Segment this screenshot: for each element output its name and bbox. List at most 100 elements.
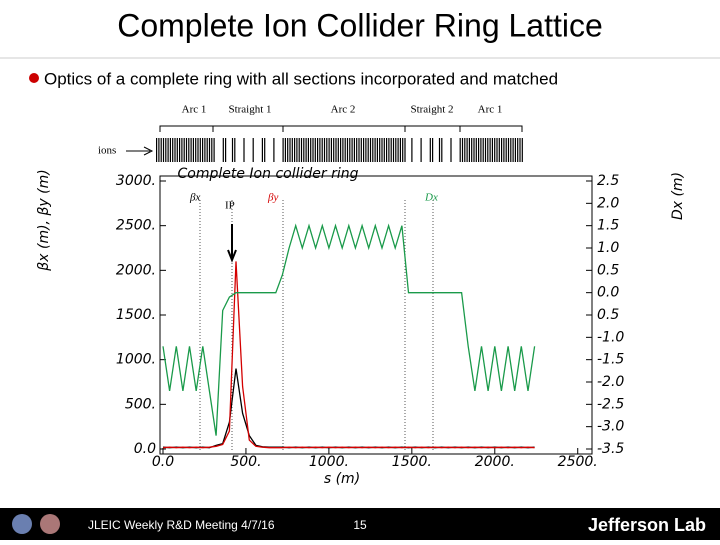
magnet [211, 138, 213, 162]
magnet [284, 138, 286, 162]
magnet [335, 138, 337, 162]
magnet [213, 138, 215, 162]
magnet [349, 138, 351, 162]
slide-title: Complete Ion Collider Ring Lattice [117, 7, 603, 43]
magnet [466, 138, 468, 162]
magnet [420, 138, 422, 162]
magnet [475, 138, 477, 162]
magnet [333, 138, 335, 162]
magnet [496, 138, 498, 162]
y-axis-label: βx (m), βy (m) [36, 169, 52, 271]
magnet [461, 138, 464, 162]
magnet [208, 138, 211, 162]
section-brace [212, 125, 284, 132]
magnet [459, 138, 461, 162]
section-label: Arc 1 [182, 104, 207, 116]
magnet [282, 138, 284, 162]
y-tick-label: 1500. [116, 307, 156, 323]
y-tick-label: 2500. [116, 218, 156, 234]
magnet [491, 138, 493, 162]
magnet [358, 138, 360, 162]
magnet [498, 138, 500, 162]
y2-tick-label: 0.0 [597, 285, 619, 301]
footer-bar [0, 508, 720, 540]
magnet [517, 138, 519, 162]
magnet [438, 138, 441, 162]
magnet [381, 138, 383, 162]
magnet [300, 138, 303, 162]
magnet [386, 138, 388, 162]
y-tick-label: 1000. [116, 352, 156, 368]
magnet [174, 138, 176, 162]
bullet-text: Optics of a complete ring with all secti… [44, 69, 558, 88]
y2-tick-label: -1.5 [597, 352, 624, 368]
magnet [328, 138, 330, 162]
magnet [369, 138, 372, 162]
bullet-dot [29, 73, 39, 83]
magnet [202, 138, 204, 162]
section-label: Arc 2 [331, 104, 356, 116]
y2-tick-label: 2.0 [597, 195, 619, 211]
magnet [190, 138, 192, 162]
section-brace [459, 125, 523, 132]
magnet [356, 138, 358, 162]
beam-label: ions [98, 145, 116, 157]
magnet [367, 138, 369, 162]
y2-axis-label: Dx (m) [670, 172, 686, 220]
beam-arrow [126, 146, 154, 156]
legend-label: βy [267, 192, 278, 204]
magnet [512, 138, 514, 162]
magnet [234, 138, 236, 162]
magnet [521, 138, 523, 162]
section-label: Straight 2 [410, 104, 453, 116]
magnet [287, 138, 289, 162]
magnet [319, 138, 321, 162]
magnet [487, 138, 489, 162]
magnet [473, 138, 475, 162]
magnet [197, 138, 199, 162]
x-tick-label: 2000. [475, 454, 515, 470]
x-tick-label: 1500. [392, 454, 432, 470]
magnet [464, 138, 466, 162]
magnet [294, 138, 296, 162]
magnet [441, 138, 443, 162]
magnet [323, 138, 326, 162]
magnet [388, 138, 390, 162]
magnet [353, 138, 355, 162]
series-line [162, 261, 535, 449]
magnet [314, 138, 316, 162]
magnet [395, 138, 397, 162]
footer-meeting: JLEIC Weekly R&D Meeting 4/7/16 [88, 518, 275, 532]
magnet [383, 138, 385, 162]
magnet [195, 138, 197, 162]
ip-arrow [227, 224, 237, 263]
y2-tick-label: 2.5 [597, 173, 619, 189]
section-brace [159, 125, 214, 132]
magnet [222, 138, 224, 162]
magnet [181, 138, 183, 162]
magnet [183, 138, 185, 162]
y2-tick-label: -2.5 [597, 396, 624, 412]
magnet [468, 138, 470, 162]
magnet [162, 138, 165, 162]
plot-frame [159, 175, 593, 455]
y2-tick-label: 1.0 [597, 240, 619, 256]
section-label: Straight 1 [228, 104, 271, 116]
lattice: Arc 1 Straight 1 Arc 2 Straight 2 Arc 1 [156, 104, 523, 162]
magnet [317, 138, 319, 162]
y2-tick-label: -3.0 [597, 419, 624, 435]
magnet [344, 138, 346, 162]
y2-tick-label: 1.5 [597, 218, 619, 234]
magnet [160, 138, 162, 162]
magnet [172, 138, 174, 162]
plot-title: Complete Ion collider ring [178, 166, 359, 182]
magnet [340, 138, 342, 162]
magnet [204, 138, 206, 162]
magnet [321, 138, 323, 162]
magnet [312, 138, 314, 162]
y2-tick-label: 0.5 [597, 307, 619, 323]
magnet [310, 138, 312, 162]
magnet [158, 138, 160, 162]
magnet [351, 138, 353, 162]
